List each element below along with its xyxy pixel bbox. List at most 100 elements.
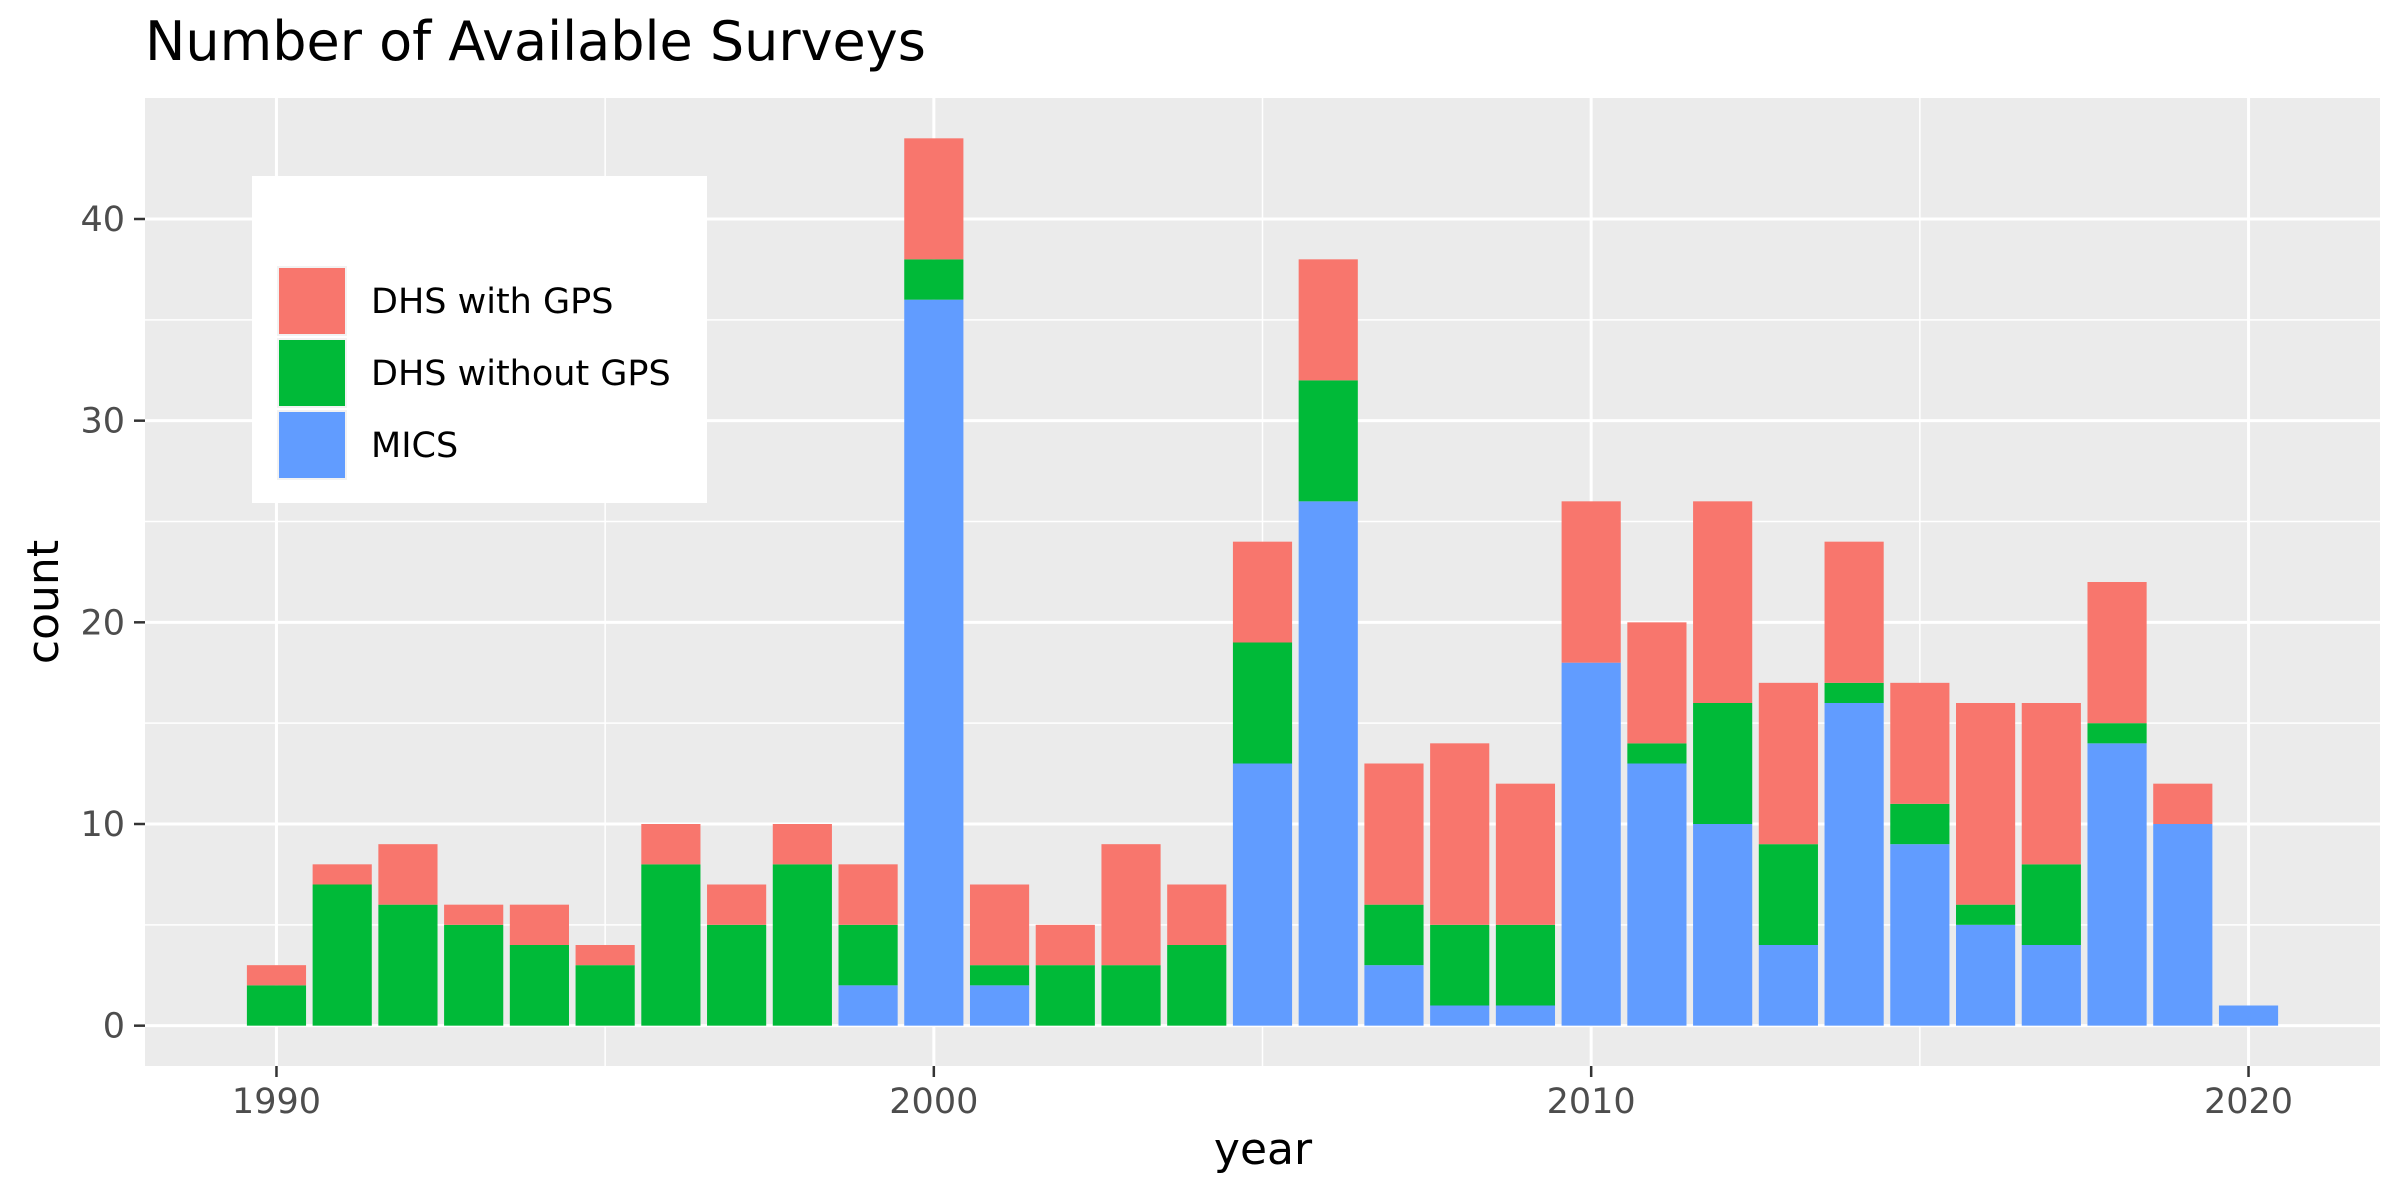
bar-dhs-without-gps-2011	[1627, 743, 1687, 764]
bar-dhs-without-gps-2015	[1890, 803, 1950, 845]
bar-dhs-with-gps-1999	[838, 864, 898, 925]
y-tick-label: 30	[80, 402, 125, 442]
bar-dhs-with-gps-2007	[1364, 763, 1424, 905]
bar-dhs-without-gps-1995	[575, 965, 635, 1026]
bar-dhs-without-gps-2009	[1495, 924, 1556, 1006]
bar-mics-2011	[1627, 763, 1687, 1026]
legend-swatch	[279, 412, 345, 478]
bar-dhs-with-gps-2001	[969, 884, 1030, 966]
bar-mics-2001	[969, 985, 1030, 1026]
bar-dhs-without-gps-2018	[2087, 723, 2147, 744]
bar-dhs-with-gps-2014	[1824, 541, 1884, 683]
bar-mics-2012	[1693, 824, 1753, 1026]
bar-dhs-with-gps-2003	[1101, 844, 1161, 966]
bar-mics-2006	[1298, 501, 1358, 1026]
bar-dhs-without-gps-1991	[312, 884, 372, 1026]
bar-mics-2007	[1364, 965, 1424, 1026]
bar-mics-2017	[2021, 945, 2081, 1026]
bar-dhs-without-gps-2016	[1956, 904, 2016, 925]
bar-dhs-with-gps-2009	[1495, 783, 1556, 925]
bar-dhs-without-gps-2017	[2021, 864, 2081, 945]
bar-dhs-with-gps-1992	[378, 844, 438, 905]
x-tick-label: 2020	[2204, 1082, 2293, 1122]
bar-dhs-without-gps-2004	[1167, 945, 1227, 1026]
bar-dhs-without-gps-1994	[509, 945, 569, 1026]
bar-dhs-with-gps-2004	[1167, 884, 1227, 945]
bar-dhs-with-gps-2005	[1232, 541, 1293, 643]
bar-dhs-without-gps-2014	[1824, 682, 1884, 703]
bar-dhs-without-gps-1990	[246, 985, 307, 1026]
bar-dhs-with-gps-2018	[2087, 582, 2147, 724]
bar-dhs-with-gps-2006	[1298, 259, 1358, 381]
legend-label: DHS with GPS	[371, 282, 613, 322]
bar-mics-2020	[2218, 1005, 2279, 1026]
bar-dhs-with-gps-2000	[904, 138, 964, 260]
bar-dhs-with-gps-2015	[1890, 682, 1950, 804]
bar-dhs-with-gps-2008	[1430, 743, 1490, 925]
bar-dhs-with-gps-1990	[246, 965, 307, 986]
bar-dhs-with-gps-1996	[641, 824, 701, 865]
bar-dhs-without-gps-1999	[838, 924, 898, 986]
bar-dhs-with-gps-1993	[444, 904, 504, 925]
bar-mics-2016	[1956, 924, 2016, 1026]
y-tick-label: 10	[80, 805, 125, 845]
bar-dhs-with-gps-1991	[312, 864, 372, 885]
bar-dhs-without-gps-1998	[772, 864, 832, 1026]
bar-dhs-without-gps-1996	[641, 864, 701, 1026]
bar-dhs-with-gps-1995	[575, 945, 635, 966]
bar-dhs-with-gps-2011	[1627, 622, 1687, 744]
bar-dhs-with-gps-2017	[2021, 703, 2081, 865]
bar-dhs-with-gps-2016	[1956, 703, 2016, 905]
bar-dhs-without-gps-2007	[1364, 904, 1424, 966]
bar-dhs-with-gps-1997	[707, 884, 767, 925]
y-tick-label: 0	[103, 1007, 125, 1047]
bar-dhs-without-gps-2013	[1758, 844, 1818, 945]
chart-title: Number of Available Surveys	[145, 10, 926, 73]
x-tick-label: 2010	[1547, 1082, 1636, 1122]
x-axis: 1990 2000 2010 2020	[232, 1066, 2293, 1122]
bar-dhs-with-gps-1998	[772, 824, 832, 865]
y-tick-label: 40	[80, 200, 125, 240]
y-tick-label: 20	[80, 603, 125, 643]
bar-mics-2015	[1890, 844, 1950, 1026]
bar-dhs-without-gps-2012	[1693, 703, 1753, 824]
bar-dhs-without-gps-1992	[378, 904, 438, 1026]
bar-mics-2018	[2087, 743, 2147, 1026]
legend-swatch	[279, 340, 345, 406]
x-tick-label: 2000	[889, 1082, 978, 1122]
bar-dhs-with-gps-2010	[1561, 501, 1621, 663]
bar-dhs-with-gps-2012	[1693, 501, 1753, 703]
x-tick-label: 1990	[232, 1082, 321, 1122]
bar-mics-2009	[1495, 1005, 1556, 1026]
y-axis: 0 10 20 30 40	[80, 200, 145, 1047]
bar-mics-2000	[904, 299, 964, 1026]
bar-dhs-without-gps-2006	[1298, 380, 1358, 502]
bar-dhs-with-gps-2019	[2153, 783, 2213, 824]
legend-label: DHS without GPS	[371, 354, 671, 394]
bar-mics-2019	[2153, 824, 2213, 1026]
bar-dhs-without-gps-2008	[1430, 924, 1490, 1006]
bar-dhs-without-gps-2002	[1035, 965, 1095, 1026]
legend: DHS with GPS DHS without GPS MICS	[252, 176, 707, 503]
bar-mics-2014	[1824, 703, 1884, 1026]
legend-label: MICS	[371, 426, 458, 466]
bar-dhs-with-gps-2013	[1758, 682, 1818, 845]
bar-dhs-without-gps-1997	[707, 924, 767, 1026]
bar-dhs-with-gps-1994	[509, 904, 569, 945]
x-axis-title: year	[1214, 1124, 1313, 1175]
bar-dhs-without-gps-2000	[904, 259, 964, 300]
legend-swatch	[279, 268, 345, 334]
bar-mics-1999	[838, 985, 898, 1026]
bar-mics-2005	[1232, 763, 1293, 1026]
bar-dhs-without-gps-1993	[444, 924, 504, 1026]
bars-group	[246, 138, 2279, 1026]
bar-dhs-without-gps-2003	[1101, 965, 1161, 1026]
bar-mics-2010	[1561, 662, 1621, 1026]
y-axis-title: count	[18, 540, 69, 664]
bar-dhs-without-gps-2001	[969, 965, 1030, 986]
bar-dhs-with-gps-2002	[1035, 924, 1095, 966]
bar-mics-2013	[1758, 945, 1818, 1026]
bar-mics-2008	[1430, 1005, 1490, 1026]
